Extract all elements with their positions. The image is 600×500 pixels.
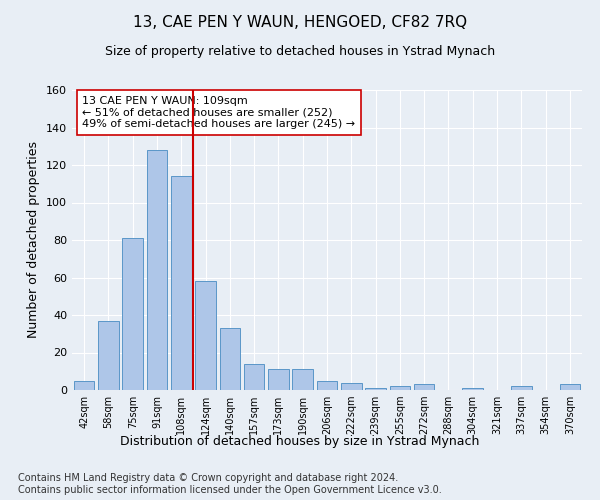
- Bar: [171, 176, 191, 390]
- Bar: [74, 380, 94, 390]
- Bar: [365, 388, 386, 390]
- Bar: [122, 238, 143, 390]
- Bar: [463, 388, 483, 390]
- Bar: [98, 320, 119, 390]
- Bar: [414, 384, 434, 390]
- Bar: [244, 364, 265, 390]
- Bar: [146, 150, 167, 390]
- Bar: [292, 370, 313, 390]
- Bar: [268, 370, 289, 390]
- Bar: [389, 386, 410, 390]
- Text: 13, CAE PEN Y WAUN, HENGOED, CF82 7RQ: 13, CAE PEN Y WAUN, HENGOED, CF82 7RQ: [133, 15, 467, 30]
- Bar: [511, 386, 532, 390]
- Bar: [317, 380, 337, 390]
- Y-axis label: Number of detached properties: Number of detached properties: [28, 142, 40, 338]
- Text: 13 CAE PEN Y WAUN: 109sqm
← 51% of detached houses are smaller (252)
49% of semi: 13 CAE PEN Y WAUN: 109sqm ← 51% of detac…: [82, 96, 355, 129]
- Bar: [560, 384, 580, 390]
- Bar: [195, 281, 216, 390]
- Bar: [341, 382, 362, 390]
- Text: Contains HM Land Registry data © Crown copyright and database right 2024.
Contai: Contains HM Land Registry data © Crown c…: [18, 474, 442, 495]
- Bar: [220, 328, 240, 390]
- Text: Size of property relative to detached houses in Ystrad Mynach: Size of property relative to detached ho…: [105, 45, 495, 58]
- Text: Distribution of detached houses by size in Ystrad Mynach: Distribution of detached houses by size …: [121, 435, 479, 448]
